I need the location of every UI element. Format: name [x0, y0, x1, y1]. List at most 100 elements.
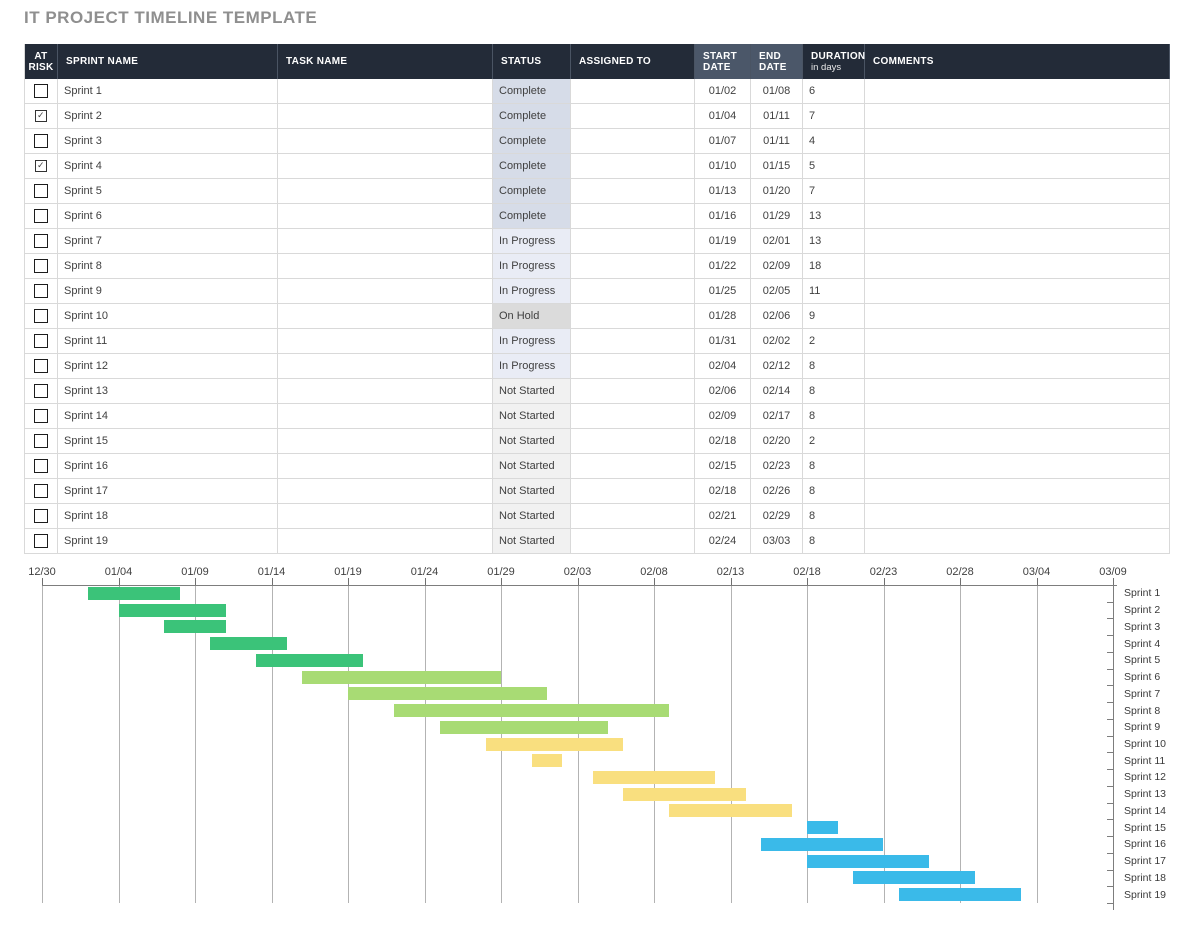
cell-task[interactable] [277, 328, 493, 354]
cell-duration[interactable]: 13 [802, 228, 865, 254]
cell-start[interactable]: 02/18 [694, 428, 751, 454]
cell-status[interactable]: On Hold [492, 303, 571, 329]
cell-assigned[interactable] [570, 353, 695, 379]
cell-end[interactable]: 02/23 [750, 453, 803, 479]
cell-comments[interactable] [864, 403, 1170, 429]
cell-duration[interactable]: 2 [802, 428, 865, 454]
cell-task[interactable] [277, 178, 493, 204]
at-risk-checkbox[interactable] [34, 359, 48, 373]
cell-task[interactable] [277, 228, 493, 254]
cell-comments[interactable] [864, 328, 1170, 354]
cell-task[interactable] [277, 403, 493, 429]
cell-status[interactable]: Not Started [492, 503, 571, 529]
cell-task[interactable] [277, 203, 493, 229]
cell-assigned[interactable] [570, 503, 695, 529]
cell-sprint[interactable]: Sprint 12 [57, 353, 278, 379]
at-risk-checkbox[interactable] [34, 284, 48, 298]
at-risk-checkbox[interactable] [34, 459, 48, 473]
cell-start[interactable]: 02/18 [694, 478, 751, 504]
cell-assigned[interactable] [570, 328, 695, 354]
cell-duration[interactable]: 7 [802, 103, 865, 129]
cell-end[interactable]: 02/09 [750, 253, 803, 279]
cell-comments[interactable] [864, 278, 1170, 304]
at-risk-checkbox[interactable] [34, 184, 48, 198]
cell-sprint[interactable]: Sprint 14 [57, 403, 278, 429]
cell-sprint[interactable]: Sprint 9 [57, 278, 278, 304]
cell-comments[interactable] [864, 528, 1170, 554]
cell-sprint[interactable]: Sprint 19 [57, 528, 278, 554]
cell-end[interactable]: 02/20 [750, 428, 803, 454]
cell-comments[interactable] [864, 103, 1170, 129]
cell-assigned[interactable] [570, 178, 695, 204]
cell-comments[interactable] [864, 453, 1170, 479]
cell-assigned[interactable] [570, 253, 695, 279]
cell-end[interactable]: 01/20 [750, 178, 803, 204]
cell-sprint[interactable]: Sprint 7 [57, 228, 278, 254]
cell-status[interactable]: Complete [492, 79, 571, 104]
cell-assigned[interactable] [570, 278, 695, 304]
cell-task[interactable] [277, 79, 493, 104]
cell-sprint[interactable]: Sprint 4 [57, 153, 278, 179]
cell-start[interactable]: 01/31 [694, 328, 751, 354]
cell-start[interactable]: 01/19 [694, 228, 751, 254]
cell-assigned[interactable] [570, 303, 695, 329]
cell-task[interactable] [277, 428, 493, 454]
cell-end[interactable]: 02/29 [750, 503, 803, 529]
cell-start[interactable]: 01/25 [694, 278, 751, 304]
cell-end[interactable]: 02/14 [750, 378, 803, 404]
at-risk-checkbox[interactable] [34, 209, 48, 223]
cell-duration[interactable]: 13 [802, 203, 865, 229]
cell-assigned[interactable] [570, 403, 695, 429]
cell-start[interactable]: 01/02 [694, 79, 751, 104]
cell-start[interactable]: 02/06 [694, 378, 751, 404]
cell-status[interactable]: Complete [492, 178, 571, 204]
cell-start[interactable]: 02/21 [694, 503, 751, 529]
cell-assigned[interactable] [570, 378, 695, 404]
at-risk-checkbox[interactable] [34, 234, 48, 248]
cell-assigned[interactable] [570, 528, 695, 554]
cell-task[interactable] [277, 253, 493, 279]
cell-duration[interactable]: 6 [802, 79, 865, 104]
cell-comments[interactable] [864, 353, 1170, 379]
cell-status[interactable]: Not Started [492, 478, 571, 504]
cell-duration[interactable]: 8 [802, 453, 865, 479]
cell-end[interactable]: 01/11 [750, 103, 803, 129]
cell-start[interactable]: 01/28 [694, 303, 751, 329]
at-risk-checkbox[interactable] [34, 334, 48, 348]
at-risk-checkbox[interactable] [34, 509, 48, 523]
cell-comments[interactable] [864, 478, 1170, 504]
cell-start[interactable]: 02/24 [694, 528, 751, 554]
cell-end[interactable]: 02/12 [750, 353, 803, 379]
cell-duration[interactable]: 7 [802, 178, 865, 204]
cell-comments[interactable] [864, 128, 1170, 154]
cell-task[interactable] [277, 153, 493, 179]
cell-end[interactable]: 02/17 [750, 403, 803, 429]
cell-sprint[interactable]: Sprint 11 [57, 328, 278, 354]
cell-status[interactable]: Not Started [492, 378, 571, 404]
cell-assigned[interactable] [570, 478, 695, 504]
cell-end[interactable]: 01/15 [750, 153, 803, 179]
cell-assigned[interactable] [570, 153, 695, 179]
cell-sprint[interactable]: Sprint 8 [57, 253, 278, 279]
cell-start[interactable]: 01/13 [694, 178, 751, 204]
cell-duration[interactable]: 2 [802, 328, 865, 354]
cell-start[interactable]: 01/04 [694, 103, 751, 129]
cell-task[interactable] [277, 478, 493, 504]
cell-task[interactable] [277, 528, 493, 554]
cell-task[interactable] [277, 353, 493, 379]
cell-assigned[interactable] [570, 103, 695, 129]
cell-sprint[interactable]: Sprint 2 [57, 103, 278, 129]
at-risk-checkbox[interactable] [34, 534, 48, 548]
cell-task[interactable] [277, 503, 493, 529]
cell-sprint[interactable]: Sprint 5 [57, 178, 278, 204]
cell-sprint[interactable]: Sprint 15 [57, 428, 278, 454]
cell-sprint[interactable]: Sprint 6 [57, 203, 278, 229]
cell-status[interactable]: Not Started [492, 403, 571, 429]
cell-duration[interactable]: 8 [802, 478, 865, 504]
cell-start[interactable]: 02/09 [694, 403, 751, 429]
cell-comments[interactable] [864, 428, 1170, 454]
cell-end[interactable]: 02/02 [750, 328, 803, 354]
cell-status[interactable]: Complete [492, 128, 571, 154]
cell-sprint[interactable]: Sprint 18 [57, 503, 278, 529]
cell-comments[interactable] [864, 228, 1170, 254]
